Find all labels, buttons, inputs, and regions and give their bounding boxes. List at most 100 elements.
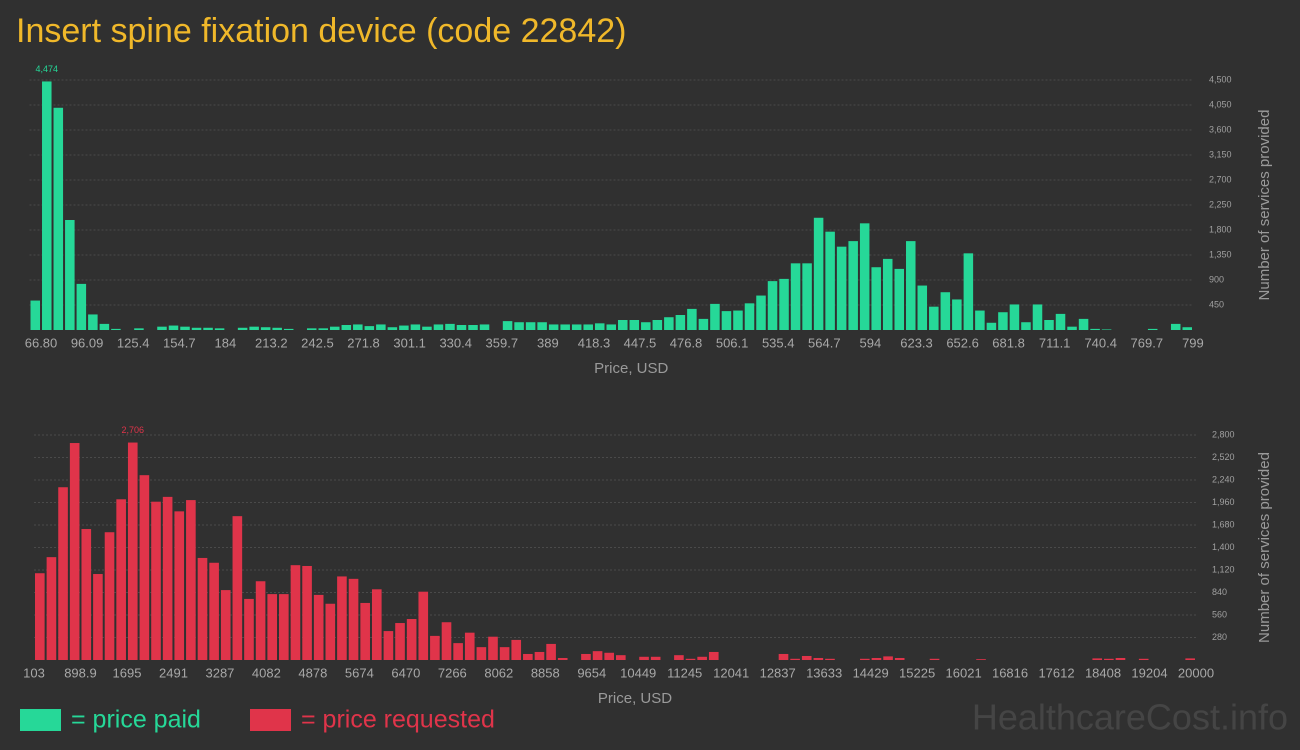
bar xyxy=(325,603,336,660)
bar xyxy=(214,328,225,330)
x-tick-label: 19204 xyxy=(1131,665,1167,680)
bar xyxy=(220,590,231,660)
bar xyxy=(1104,658,1114,660)
bar xyxy=(418,591,429,660)
bar xyxy=(534,651,545,660)
x-tick-label: 6470 xyxy=(391,665,420,680)
x-tick-label: 7266 xyxy=(438,665,467,680)
bar xyxy=(197,557,208,660)
x-tick-label: 4878 xyxy=(298,665,327,680)
bar xyxy=(69,443,80,660)
bar xyxy=(975,310,985,330)
bar xyxy=(963,253,974,330)
x-tick-label: 681.8 xyxy=(992,335,1025,350)
x-tick-label: 17612 xyxy=(1038,665,1074,680)
bar xyxy=(675,315,686,330)
x-tick-label: 16816 xyxy=(992,665,1028,680)
bar xyxy=(557,657,568,660)
bar xyxy=(894,657,905,660)
x-tick-label: 447.5 xyxy=(624,335,657,350)
bar xyxy=(778,653,789,660)
bar xyxy=(502,321,513,330)
bar xyxy=(548,324,559,330)
bar xyxy=(209,562,219,660)
bar xyxy=(616,655,626,660)
bar xyxy=(30,300,41,330)
bar xyxy=(499,647,510,660)
bar xyxy=(53,107,64,331)
bar xyxy=(46,557,57,660)
x-tick-label: 8858 xyxy=(531,665,560,680)
bar xyxy=(267,594,278,660)
x-tick-label: 4082 xyxy=(252,665,281,680)
bar xyxy=(583,324,593,330)
x-axis-label: Price, USD xyxy=(594,360,668,377)
bar xyxy=(337,576,347,660)
bar xyxy=(525,322,536,330)
x-tick-label: 769.7 xyxy=(1131,335,1164,350)
x-tick-label: 125.4 xyxy=(117,335,150,350)
y-tick-label: 3,600 xyxy=(1209,124,1232,134)
bar xyxy=(430,635,440,660)
bar xyxy=(639,656,649,660)
y-tick-label: 4,050 xyxy=(1209,99,1232,109)
x-tick-label: 13633 xyxy=(806,665,842,680)
bar xyxy=(353,324,363,330)
bar xyxy=(929,658,940,660)
bar xyxy=(191,327,202,330)
bar xyxy=(139,475,150,660)
y-axis-label: Number of services provided xyxy=(1256,110,1273,301)
x-tick-label: 301.1 xyxy=(393,335,426,350)
x-tick-label: 103 xyxy=(23,665,45,680)
bar xyxy=(813,217,824,330)
bar xyxy=(111,328,121,330)
x-tick-label: 711.1 xyxy=(1039,335,1071,350)
x-axis-label: Price, USD xyxy=(598,690,672,707)
bar xyxy=(237,327,248,330)
x-tick-label: 2491 xyxy=(159,665,188,680)
bar xyxy=(58,487,68,660)
bar xyxy=(802,263,812,330)
x-tick-label: 1695 xyxy=(113,665,142,680)
bar xyxy=(306,328,317,330)
y-tick-label: 1,680 xyxy=(1212,519,1235,529)
x-tick-label: 418.3 xyxy=(578,335,611,350)
bar xyxy=(1067,326,1077,330)
value-label: 2,706 xyxy=(122,425,145,435)
bar xyxy=(134,328,144,330)
bar xyxy=(464,632,475,660)
y-tick-label: 280 xyxy=(1212,632,1227,642)
bar xyxy=(422,326,432,330)
y-tick-label: 900 xyxy=(1209,274,1224,284)
bar xyxy=(1009,304,1020,330)
bar xyxy=(488,636,498,660)
bar xyxy=(341,325,352,330)
x-tick-label: 652.6 xyxy=(946,335,979,350)
bar xyxy=(376,324,386,330)
x-tick-label: 213.2 xyxy=(255,335,288,350)
bar xyxy=(779,278,789,330)
x-tick-label: 96.09 xyxy=(71,335,104,350)
bar xyxy=(35,573,45,660)
x-tick-label: 389 xyxy=(537,335,559,350)
y-tick-label: 2,800 xyxy=(1212,429,1235,439)
y-axis-label: Number of services provided xyxy=(1256,452,1273,643)
bar xyxy=(581,653,591,660)
bar xyxy=(859,223,870,330)
bar xyxy=(272,327,282,330)
bar xyxy=(348,578,359,660)
bar xyxy=(399,325,409,330)
bar xyxy=(697,656,707,660)
x-tick-label: 20000 xyxy=(1178,665,1214,680)
x-tick-label: 8062 xyxy=(484,665,513,680)
bar xyxy=(1147,328,1158,330)
bar xyxy=(710,303,720,330)
x-tick-label: 5674 xyxy=(345,665,374,680)
value-label: 4,474 xyxy=(36,64,59,74)
x-tick-label: 66.80 xyxy=(25,335,58,350)
y-tick-label: 450 xyxy=(1209,299,1224,309)
bar xyxy=(65,220,75,330)
bar xyxy=(279,594,289,660)
bar xyxy=(371,589,382,660)
